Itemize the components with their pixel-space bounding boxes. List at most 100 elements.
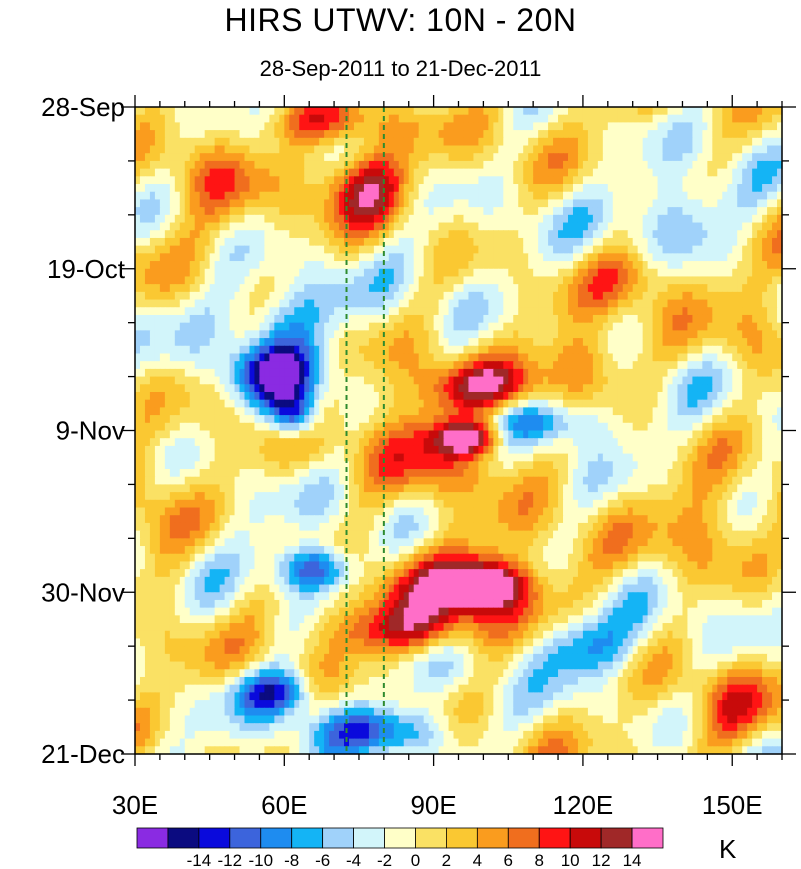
field-cell	[368, 207, 375, 216]
field-cell	[453, 391, 460, 401]
field-cell	[373, 168, 380, 177]
field-cell	[433, 191, 440, 201]
field-cell	[498, 122, 504, 131]
field-cell	[657, 145, 664, 154]
field-cell	[518, 268, 524, 278]
field-cell	[329, 368, 335, 378]
field-cell	[269, 130, 275, 139]
field-cell	[767, 237, 773, 247]
field-cell	[309, 399, 315, 408]
field-cell	[657, 207, 664, 216]
field-cell	[403, 391, 410, 401]
field-cell	[209, 168, 216, 177]
field-cell	[607, 345, 614, 355]
field-cell	[518, 199, 524, 208]
field-cell	[577, 276, 584, 285]
field-cell	[438, 391, 445, 401]
field-cell	[677, 361, 684, 370]
field-cell	[423, 168, 430, 177]
field-cell	[443, 368, 450, 378]
field-cell	[572, 160, 579, 170]
field-cell	[299, 160, 305, 170]
field-cell	[473, 253, 480, 262]
field-cell	[214, 284, 221, 293]
field-cell	[742, 284, 748, 293]
field-cell	[652, 191, 659, 201]
field-cell	[254, 330, 261, 339]
field-cell	[742, 345, 748, 355]
field-cell	[737, 284, 743, 293]
field-cell	[194, 122, 201, 131]
field-cell	[602, 345, 609, 355]
field-cell	[488, 330, 494, 339]
field-cell	[294, 184, 300, 193]
field-cell	[762, 291, 768, 301]
field-cell	[597, 191, 604, 201]
field-cell	[378, 245, 385, 254]
field-cell	[702, 237, 708, 247]
field-cell	[184, 184, 191, 193]
field-cell	[179, 353, 186, 362]
field-cell	[543, 245, 549, 254]
field-cell	[647, 253, 654, 262]
field-cell	[533, 207, 539, 216]
field-cell	[662, 230, 669, 239]
field-cell	[707, 284, 713, 293]
field-cell	[334, 384, 340, 393]
field-cell	[677, 176, 684, 185]
field-cell	[607, 338, 614, 347]
field-cell	[214, 153, 221, 162]
field-cell	[647, 284, 654, 293]
field-cell	[224, 107, 231, 116]
field-cell	[647, 107, 654, 116]
field-cell	[219, 307, 226, 316]
field-cell	[577, 299, 584, 308]
field-cell	[612, 176, 619, 185]
field-cell	[219, 276, 226, 285]
field-cell	[349, 368, 355, 378]
field-cell	[498, 199, 504, 208]
field-cell	[324, 199, 330, 208]
field-cell	[259, 291, 265, 301]
field-cell	[433, 153, 440, 162]
field-cell	[139, 276, 146, 285]
field-cell	[448, 384, 455, 393]
field-cell	[149, 261, 156, 270]
field-cell	[612, 353, 619, 362]
field-cell	[314, 307, 320, 316]
field-cell	[528, 268, 534, 278]
field-cell	[249, 338, 256, 347]
field-cell	[717, 222, 723, 231]
field-cell	[304, 184, 310, 193]
field-cell	[339, 160, 345, 170]
field-cell	[144, 353, 151, 362]
field-cell	[209, 261, 216, 270]
field-cell	[428, 122, 435, 131]
field-cell	[647, 307, 654, 316]
field-cell	[667, 230, 674, 239]
field-cell	[349, 322, 355, 331]
field-cell	[378, 253, 385, 262]
field-cell	[373, 353, 380, 362]
field-cell	[408, 307, 415, 316]
field-cell	[144, 361, 151, 370]
field-cell	[622, 191, 629, 201]
field-cell	[299, 207, 305, 216]
field-cell	[383, 253, 390, 262]
field-cell	[478, 361, 484, 370]
field-cell	[408, 253, 415, 262]
field-cell	[597, 368, 604, 378]
field-cell	[697, 361, 703, 370]
field-cell	[543, 137, 549, 147]
field-cell	[548, 284, 554, 293]
field-cell	[174, 237, 181, 247]
field-cell	[627, 368, 634, 378]
field-cell	[627, 307, 634, 316]
field-cell	[249, 153, 256, 162]
field-cell	[637, 130, 644, 139]
field-cell	[149, 153, 156, 162]
field-cell	[334, 399, 340, 408]
field-cell	[244, 299, 251, 308]
field-cell	[553, 230, 559, 239]
field-cell	[139, 145, 146, 154]
